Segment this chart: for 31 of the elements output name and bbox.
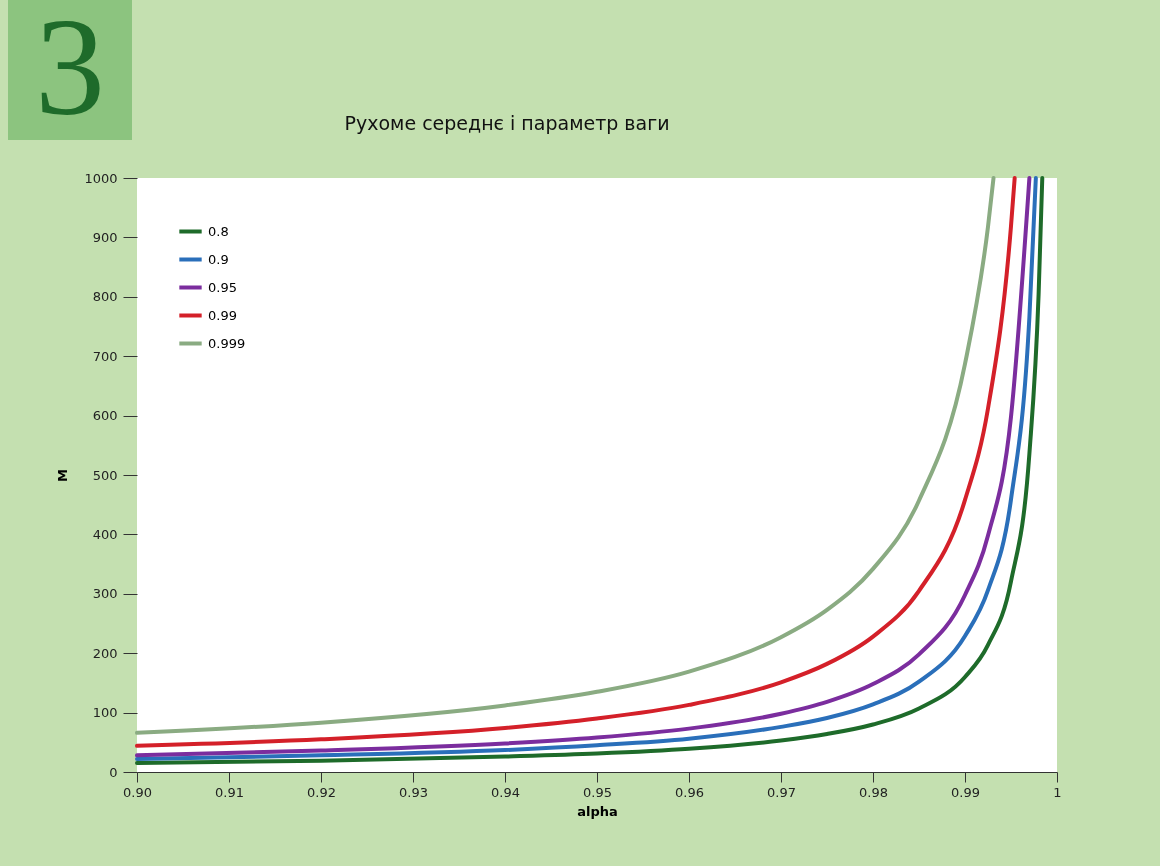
- y-tick-label: 900: [92, 229, 118, 245]
- x-tick-label: 0.91: [215, 784, 244, 800]
- legend-label: 0.8: [208, 223, 229, 239]
- legend-label: 0.999: [208, 335, 246, 351]
- x-tick-label: 0.95: [583, 784, 612, 800]
- y-axis-title: M: [55, 469, 71, 482]
- chart-title: Рухоме середнє і параметр ваги: [344, 112, 670, 134]
- x-tick-label: 0.96: [675, 784, 704, 800]
- y-tick-label: 800: [92, 289, 118, 305]
- x-tick-label: 0.98: [859, 784, 888, 800]
- x-tick-label: 0.90: [123, 784, 152, 800]
- y-tick-label: 400: [92, 526, 118, 542]
- y-tick-label: 600: [92, 408, 118, 424]
- y-tick-label: 1000: [84, 170, 118, 186]
- x-tick-label: 0.94: [491, 784, 520, 800]
- legend-label: 0.95: [208, 279, 237, 295]
- x-tick-label: 0.99: [951, 784, 980, 800]
- y-tick-label: 0: [109, 764, 118, 780]
- legend-label: 0.9: [208, 251, 229, 267]
- y-tick-label: 300: [92, 586, 118, 602]
- x-tick-label: 0.97: [767, 784, 796, 800]
- x-tick-label: 1: [1053, 784, 1062, 800]
- legend-label: 0.99: [208, 307, 237, 323]
- x-tick-label: 0.92: [307, 784, 336, 800]
- x-tick-label: 0.93: [399, 784, 428, 800]
- x-axis-title: alpha: [577, 803, 618, 819]
- text: 3: [34, 0, 106, 144]
- y-tick-label: 200: [92, 645, 118, 661]
- y-tick-label: 100: [92, 705, 118, 721]
- y-tick-label: 500: [92, 467, 118, 483]
- y-tick-label: 700: [92, 348, 118, 364]
